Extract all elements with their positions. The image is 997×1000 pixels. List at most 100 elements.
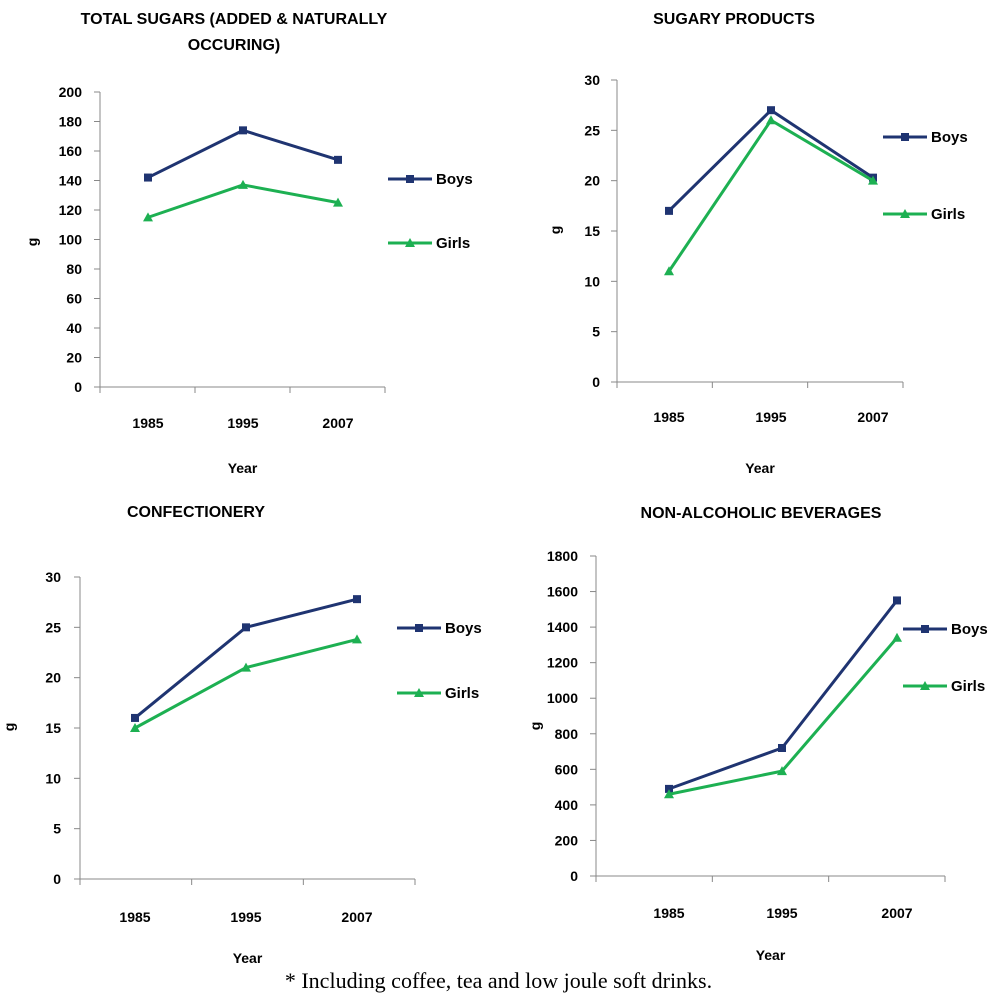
series-line [134,637,358,730]
x-tick-label: 1995 [766,905,797,921]
x-tick-label: 2007 [857,409,888,425]
y-tick-label: 80 [66,261,82,277]
chart-title: OCCURING) [188,37,280,54]
data-point [664,266,674,276]
y-tick-label: 25 [45,619,61,635]
data-point [665,206,673,215]
y-axis-label: g [24,238,40,247]
x-tick-label: 1985 [653,409,684,425]
y-tick-label: 15 [584,223,600,239]
chart-title: TOTAL SUGARS (ADDED & NATURALLY [81,11,388,28]
x-tick-label: 1985 [119,909,150,925]
y-tick-label: 20 [66,350,82,366]
series-girls [130,634,362,732]
data-point [868,175,878,185]
legend-marker [415,624,423,632]
y-tick-label: 400 [555,797,579,813]
y-tick-label: 30 [45,569,61,585]
chart-4: NON-ALCOHOLIC BEVERAGES 0 200 400 600 800 1000… [527,505,988,963]
x-tick-label: 2007 [881,905,912,921]
x-axis-label: Year [233,950,263,966]
y-tick-label: 10 [45,770,61,786]
legend-item-girls: Girls [388,235,470,252]
data-point [777,766,787,776]
legend-item-boys: Boys [388,171,473,188]
y-tick-label: 100 [59,232,83,248]
y-tick-label: 20 [584,173,600,189]
legend-label: Boys [436,171,473,188]
legend-item-girls: Girls [903,678,985,695]
y-tick-label: 1000 [547,690,578,706]
legend-marker [921,625,929,633]
data-point [242,623,250,632]
series-boys [144,126,342,182]
y-tick-label: 800 [555,726,579,742]
y-tick-label: 1400 [547,619,578,635]
legend-marker [406,175,414,183]
x-axis-label: Year [745,460,775,476]
series-boys [665,596,901,793]
data-point [664,789,674,799]
legend-label: Boys [931,129,968,146]
series-girls [664,632,902,799]
legend-label: Girls [951,678,985,695]
data-point [238,179,248,189]
x-axis-label: Year [756,947,786,963]
x-tick-label: 1995 [227,415,258,431]
y-tick-label: 120 [59,202,83,218]
footnote: * Including coffee, tea and low joule so… [284,968,713,993]
data-point [130,723,140,732]
y-tick-label: 0 [570,868,578,884]
data-point [893,596,901,605]
y-axis-label: g [1,723,17,732]
series-line [134,597,358,720]
legend-item-boys: Boys [903,621,988,638]
legend-label: Girls [931,206,965,223]
data-point [333,197,343,207]
y-tick-label: 20 [45,670,61,686]
series-boys [131,595,361,722]
series-line [147,128,339,179]
legend-item-boys: Boys [397,620,482,637]
legend-marker [414,688,424,697]
series-line [147,183,339,219]
x-tick-label: 2007 [322,415,353,431]
legend-item-girls: Girls [883,206,965,223]
y-tick-label: 1200 [547,655,578,671]
data-point [144,173,152,182]
y-tick-label: 0 [592,374,600,390]
y-tick-label: 25 [584,122,600,138]
x-tick-label: 1985 [653,905,684,921]
data-point [766,115,776,125]
x-axis-label: Year [228,460,258,476]
y-tick-label: 160 [59,143,83,159]
legend-marker [920,681,930,690]
y-tick-label: 140 [59,173,83,189]
y-axis-label: g [527,722,543,731]
y-tick-label: 1800 [547,548,578,564]
y-tick-label: 0 [74,379,82,395]
chart-title: CONFECTIONERY [127,504,265,521]
data-point [353,595,361,604]
legend-item-boys: Boys [883,129,968,146]
legend-marker [901,133,909,141]
data-point [241,662,251,672]
data-point [767,106,775,115]
data-point [239,126,247,135]
legend-item-girls: Girls [397,685,479,702]
y-tick-label: 600 [555,761,579,777]
y-tick-label: 40 [66,320,82,336]
x-tick-label: 1995 [755,409,786,425]
series-line [668,599,899,791]
y-tick-label: 180 [59,114,83,130]
legend-label: Girls [436,235,470,252]
y-tick-label: 0 [53,871,61,887]
legend-label: Boys [445,620,482,637]
series-line [667,118,874,273]
y-tick-label: 10 [584,273,600,289]
y-axis-label: g [547,226,563,235]
series-girls [664,115,878,276]
y-tick-label: 15 [45,720,61,736]
chart-title: SUGARY PRODUCTS [653,11,815,28]
